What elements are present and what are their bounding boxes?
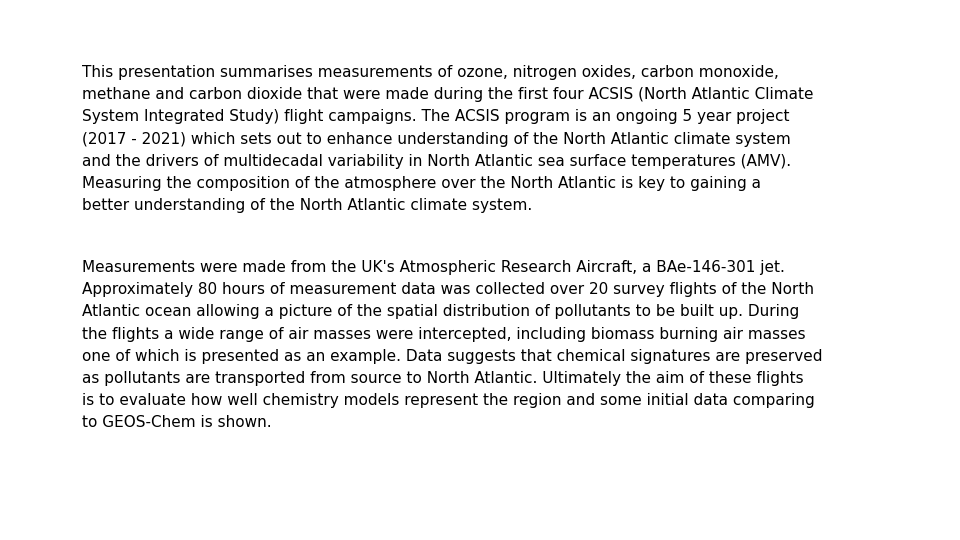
Text: Measurements were made from the UK's Atmospheric Research Aircraft, a BAe-146-30: Measurements were made from the UK's Atm… [82, 260, 823, 430]
Text: This presentation summarises measurements of ozone, nitrogen oxides, carbon mono: This presentation summarises measurement… [82, 65, 813, 213]
